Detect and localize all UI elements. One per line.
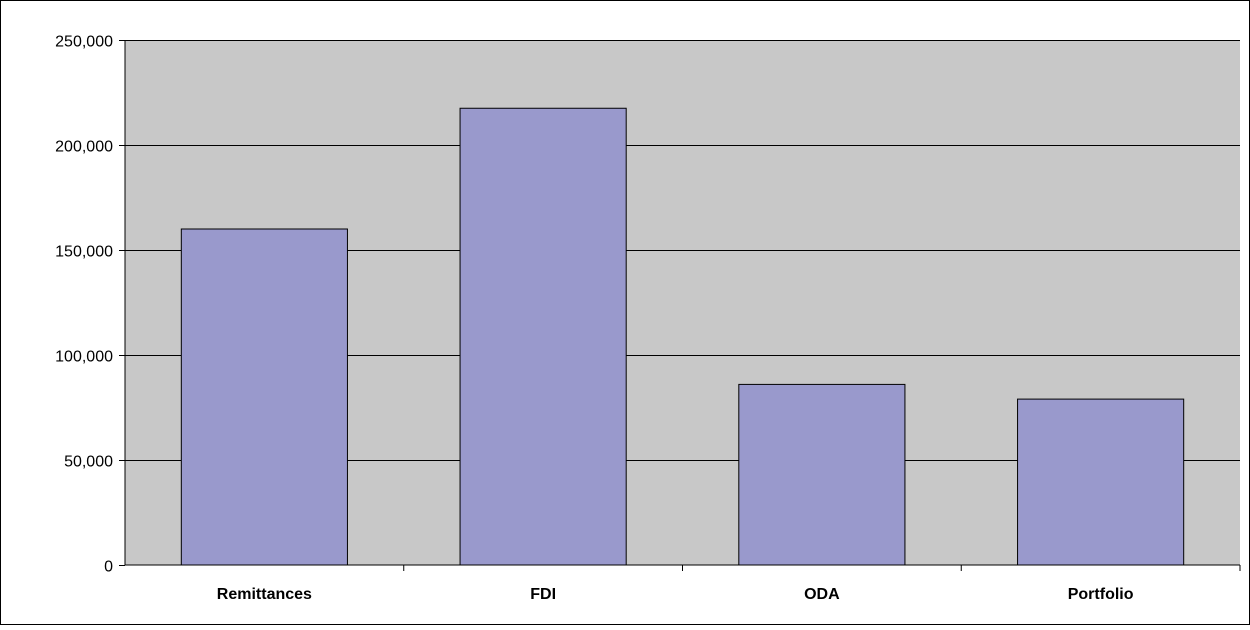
- y-axis-ticks: 0 50,000 100,000 150,000 200,000 250,000: [55, 34, 125, 576]
- y-tick-label: 100,000: [55, 349, 113, 366]
- bars: [180, 107, 1185, 566]
- bar-portfolio: [1017, 398, 1185, 566]
- y-tick-label: 250,000: [55, 34, 113, 51]
- x-tick-label: Remittances: [217, 586, 312, 603]
- bar-remittances: [180, 228, 348, 566]
- y-tick-label: 150,000: [55, 244, 113, 261]
- x-tick-label: Portfolio: [1068, 586, 1134, 603]
- x-tick-label: ODA: [804, 586, 840, 603]
- x-axis-ticks: Remittances FDI ODA Portfolio: [217, 565, 1241, 603]
- y-tick-label: 0: [104, 559, 113, 576]
- bar-oda: [738, 383, 906, 566]
- y-tick-label: 50,000: [64, 454, 113, 471]
- y-tick-label: 200,000: [55, 139, 113, 156]
- bar-fdi: [459, 107, 627, 566]
- x-tick-label: FDI: [530, 586, 556, 603]
